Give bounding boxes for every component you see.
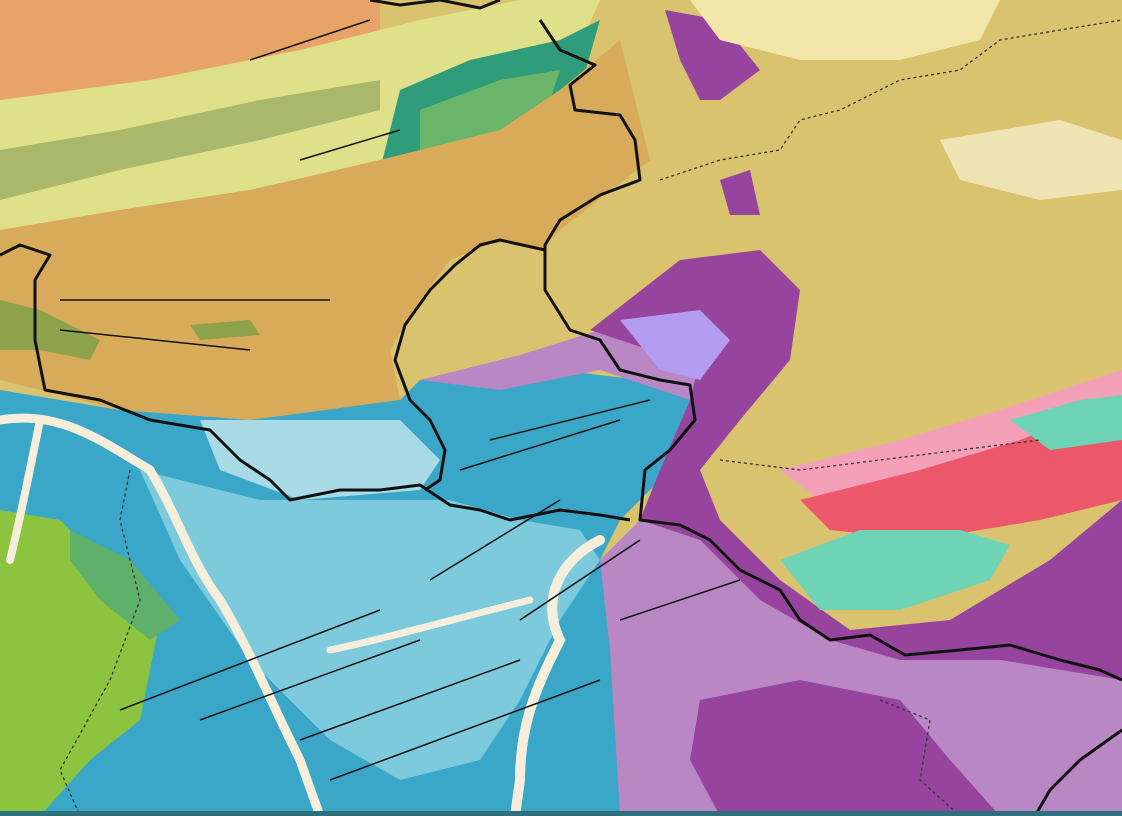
- river: [0, 413, 325, 816]
- rivers: [0, 413, 605, 816]
- pale-patch-region: [940, 120, 1122, 200]
- purple-top-region: [665, 10, 760, 100]
- bottom-bar: [0, 811, 1122, 816]
- fault-line: [59, 329, 251, 351]
- purple-region: [590, 250, 1122, 680]
- border-line: [1033, 728, 1122, 816]
- border-line: [369, 0, 1122, 682]
- fault-line: [519, 539, 641, 621]
- lavender-region: [620, 310, 730, 380]
- fault-line: [459, 419, 621, 471]
- green-region: [420, 70, 560, 160]
- border-line: [0, 243, 631, 522]
- purple-small-region: [720, 170, 760, 215]
- fault-line: [619, 579, 741, 621]
- fault-line: [489, 399, 651, 441]
- aquamarine-region: [780, 530, 1010, 610]
- fault-line: [249, 19, 371, 61]
- fault-line: [199, 639, 421, 721]
- province-line: [59, 469, 141, 816]
- fault-line: [299, 129, 401, 161]
- olive-patch-region-2: [190, 320, 260, 340]
- border-line: [393, 238, 546, 492]
- province-line: [659, 19, 1122, 181]
- tan-region: [0, 40, 650, 420]
- pale-blue-region: [200, 420, 440, 500]
- fault-line: [329, 679, 601, 781]
- light-purple-region: [420, 300, 1122, 816]
- fault-line: [119, 609, 381, 711]
- province-borders: [59, 19, 1122, 816]
- river: [510, 535, 605, 816]
- olive-band-region: [0, 80, 380, 200]
- river: [6, 416, 44, 564]
- province-line: [879, 699, 961, 816]
- cream-top-region: [690, 0, 1000, 60]
- green-dark-region: [70, 530, 180, 640]
- river: [326, 596, 534, 654]
- purple-region-2: [690, 680, 1000, 816]
- light-blue-region: [140, 470, 600, 780]
- olive-patch-region: [0, 300, 100, 360]
- fault-line: [299, 659, 521, 741]
- fault-lines: [59, 19, 741, 781]
- orange-sediment-region: [0, 0, 380, 110]
- aquamarine-region-2: [1010, 395, 1122, 450]
